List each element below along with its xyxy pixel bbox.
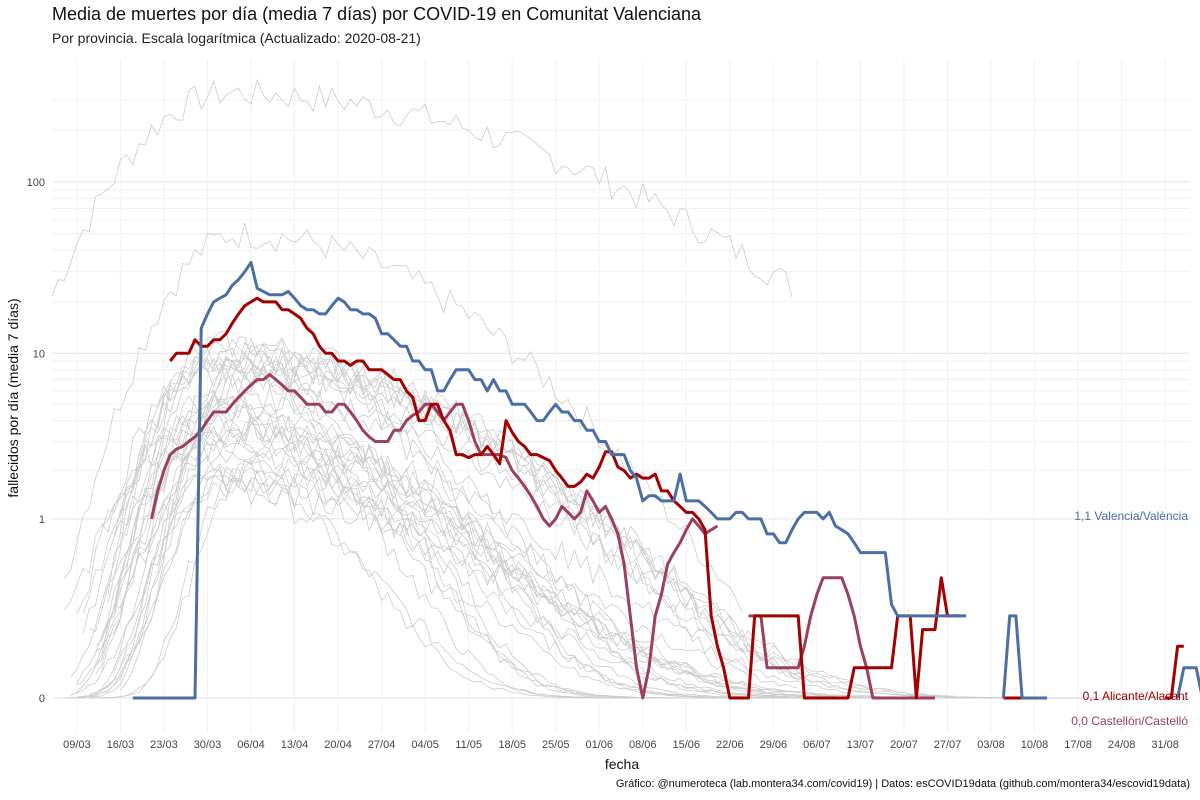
series-line-valencia (1176, 666, 1200, 699)
y-axis-title: fallecidos por día (media 7 días) (5, 298, 21, 497)
background-region-line (120, 347, 811, 679)
x-tick-label: 11/05 (455, 739, 482, 751)
y-tick-label: 10 (33, 348, 45, 360)
x-tick-label: 08/06 (629, 739, 657, 751)
x-tick-label: 20/07 (890, 739, 918, 751)
chart-subtitle: Por provincia. Escala logarítmica (Actua… (52, 30, 421, 46)
series-line-castellon (150, 373, 719, 700)
chart-title: Media de muertes por día (media 7 días) … (52, 4, 701, 24)
background-region-line (95, 459, 848, 699)
series-line-valencia (1001, 614, 1047, 700)
x-tick-label: 18/05 (498, 739, 526, 751)
x-axis-title: fecha (605, 756, 639, 772)
x-tick-label: 01/06 (585, 739, 613, 751)
background-region-line (95, 420, 849, 693)
x-tick-label: 20/04 (324, 739, 352, 751)
x-tick-label: 23/03 (150, 739, 178, 751)
background-region-line (101, 423, 936, 699)
x-tick-label: 13/04 (281, 739, 309, 751)
series-end-label-castellon: 0,0 Castellón/Castelló (1071, 714, 1188, 728)
background-region-line (95, 465, 948, 699)
background-region-line (113, 363, 948, 697)
x-tick-label: 10/08 (1021, 739, 1049, 751)
x-tick-label: 15/06 (673, 739, 701, 751)
background-region-line (76, 404, 892, 699)
series-line-castellon (748, 576, 935, 700)
chart-caption: Gráfico: @numeroteca (lab.montera34.com/… (615, 778, 1190, 790)
y-axis-ticks: 0 1 10 100 (27, 177, 45, 705)
background-region-line (70, 459, 1023, 699)
background-region-line (64, 223, 743, 613)
x-tick-label: 03/08 (977, 739, 1005, 751)
background-region-line (95, 468, 848, 699)
background-region-line (76, 363, 855, 698)
background-region-lines (51, 78, 1097, 699)
x-tick-label: 22/06 (716, 739, 744, 751)
background-region-line (64, 475, 898, 699)
background-region-line (64, 345, 1035, 699)
x-tick-label: 27/07 (934, 739, 962, 751)
x-tick-label: 31/08 (1151, 739, 1179, 751)
x-tick-label: 06/07 (803, 739, 831, 751)
x-tick-label: 29/06 (760, 739, 788, 751)
x-tick-label: 30/03 (194, 739, 222, 751)
y-tick-label: 0 (39, 693, 45, 705)
x-tick-label: 24/08 (1108, 739, 1136, 751)
background-region-line (89, 453, 799, 695)
series-line-valencia (132, 260, 967, 700)
series-line-alicante (1165, 644, 1184, 700)
x-tick-label: 06/04 (237, 739, 265, 751)
series-line-alicante (169, 296, 960, 700)
background-region-line (107, 356, 904, 699)
background-region-line (89, 434, 786, 699)
series-lines (132, 260, 1200, 700)
x-tick-label: 16/03 (107, 739, 135, 751)
x-tick-label: 25/05 (542, 739, 570, 751)
background-region-line (89, 360, 954, 698)
background-region-line (82, 341, 985, 699)
grid-lines (52, 60, 1190, 732)
y-tick-label: 1 (39, 514, 45, 526)
end-labels: 0,0 Castellón/Castelló 0,1 Alicante/Alaca… (1071, 509, 1188, 728)
x-tick-label: 27/04 (368, 739, 396, 751)
background-region-line (76, 421, 792, 698)
series-end-label-alicante: 0,1 Alicante/Alacant (1083, 689, 1189, 703)
background-region-line (51, 78, 793, 298)
x-axis-ticks: 09/03 16/03 23/03 30/03 06/04 13/04 20/04 27/04… (63, 739, 1179, 751)
background-region-line (95, 453, 880, 699)
series-end-label-valencia: 1,1 Valencia/València (1074, 509, 1188, 523)
x-tick-label: 09/03 (63, 739, 91, 751)
x-tick-label: 13/07 (847, 739, 875, 751)
background-region-line (113, 385, 1041, 699)
x-tick-label: 04/05 (411, 739, 439, 751)
y-tick-label: 100 (27, 177, 45, 189)
x-tick-label: 17/08 (1064, 739, 1092, 751)
